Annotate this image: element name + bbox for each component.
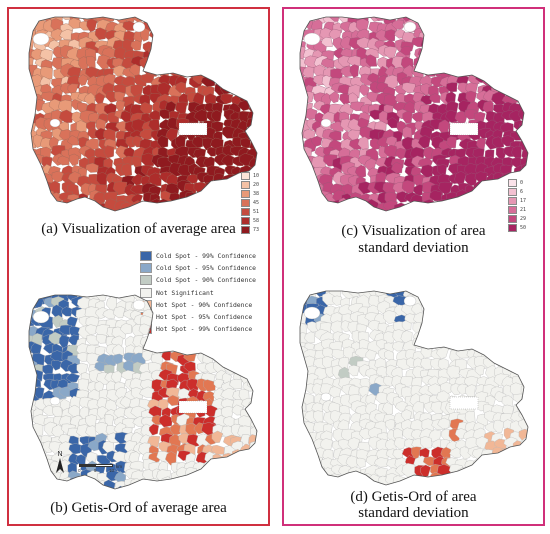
legend-label: 58 [253, 218, 260, 224]
right-panel: 0 6 17 21 29 50 (c) Visualization of area sta… [282, 7, 545, 526]
legend-label: 38 [253, 191, 260, 197]
legend-label: 73 [253, 227, 260, 233]
legend-label: Hot Spot - 90% Confidence [156, 300, 253, 309]
legend-label: 29 [520, 216, 527, 222]
scale-label-5: 5 [94, 468, 97, 473]
legend-label: Hot Spot - 99% Confidence [156, 325, 253, 334]
legend-swatch [241, 199, 250, 207]
legend-swatch [508, 188, 517, 196]
caption-a: (a) Visualization of average area [41, 221, 236, 237]
legend-swatch [241, 172, 250, 180]
legend-swatch [241, 181, 250, 189]
map-area-standard-deviation [299, 16, 529, 212]
legend-label: Hot Spot - 95% Confidence [156, 313, 253, 321]
scale-label-0: 0 [78, 468, 81, 473]
legend-label: 50 [520, 225, 527, 231]
legend-swatch [241, 217, 250, 225]
legend-area-standard-deviation: 0 6 17 21 29 50 [508, 179, 542, 241]
north-label: N [57, 451, 62, 458]
scale-unit: km [116, 464, 122, 469]
legend-swatch [241, 226, 250, 234]
legend-label: Cold Spot - 99% Confidence [156, 252, 257, 260]
caption-d-line2: standard deviation [358, 505, 469, 521]
legend-swatch [508, 179, 517, 187]
legend-label: 45 [253, 200, 260, 206]
legend-swatch [140, 251, 152, 261]
legend-label: 0 [520, 180, 524, 186]
legend-label: 20 [253, 182, 260, 188]
legend-swatch [241, 190, 250, 198]
scale-label-10: 10 [109, 468, 115, 473]
legend-label: 51 [253, 209, 260, 215]
legend-label: 21 [520, 207, 527, 213]
legend-swatch [508, 206, 517, 214]
left-panel: 10 20 38 45 51 58 73 (a) Visualization of aver… [7, 7, 270, 526]
legend-label: 17 [520, 198, 527, 204]
legend-label: Not Significant [156, 288, 214, 297]
legend-swatch [241, 208, 250, 216]
legend-swatch [140, 275, 152, 286]
caption-c-line2: standard deviation [358, 240, 469, 256]
map-average-area [28, 16, 258, 212]
legend-swatch [508, 224, 517, 232]
map-getis-ord-area-standard-deviation [299, 290, 529, 486]
map-getis-ord-average-area [28, 294, 258, 490]
legend-swatch [140, 263, 152, 274]
legend-average-area: 10 20 38 45 51 58 73 [241, 172, 271, 244]
caption-d-line1: (d) Getis-Ord of area [350, 489, 477, 505]
legend-swatch [508, 197, 517, 205]
legend-label: 10 [253, 173, 260, 179]
legend-swatch [140, 287, 152, 298]
north-arrow-icon: N [56, 451, 64, 473]
caption-b: (b) Getis-Ord of average area [50, 500, 227, 516]
legend-label: 6 [520, 189, 524, 195]
legend-label: Cold Spot - 90% Confidence [156, 276, 257, 285]
legend-swatch [508, 215, 517, 223]
scale-bar: 0 5 10 km [78, 464, 122, 476]
legend-label: Cold Spot - 95% Confidence [156, 264, 257, 273]
caption-c-line1: (c) Visualization of area [341, 223, 486, 239]
